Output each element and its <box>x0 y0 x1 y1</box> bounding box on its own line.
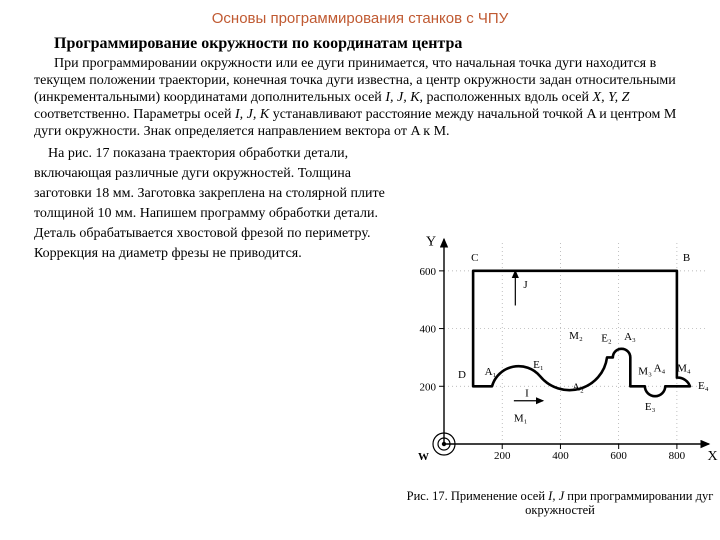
figure-17: 200 400 600 800 200 400 600 X Y W I J C B D A₁ E₁ A₂ M₁ M₂ E… <box>400 226 720 487</box>
figure-caption: Рис. 17. Применение осей I, J при програ… <box>400 489 720 518</box>
figure-svg: 200 400 600 800 200 400 600 X Y W I J C B D A₁ E₁ A₂ M₁ M₂ E… <box>400 226 720 482</box>
svg-text:M₃: M₃ <box>638 365 652 377</box>
page-title: Основы программирования станков с ЧПУ <box>0 0 720 31</box>
svg-text:Y: Y <box>426 234 436 249</box>
section-heading: Программирование окружности по координат… <box>0 31 720 55</box>
svg-text:E₄: E₄ <box>698 380 709 392</box>
svg-text:W: W <box>418 451 429 463</box>
svg-text:E₁: E₁ <box>533 359 544 371</box>
svg-text:B: B <box>683 252 690 264</box>
svg-text:E₃: E₃ <box>645 401 656 413</box>
svg-text:A₃: A₃ <box>624 331 636 343</box>
svg-text:D: D <box>458 369 466 381</box>
svg-text:M₁: M₁ <box>514 412 528 424</box>
svg-text:C: C <box>471 252 478 264</box>
paragraph-2-column: На рис. 17 показана траектория обработки… <box>34 144 412 263</box>
svg-text:200: 200 <box>494 450 511 462</box>
svg-text:800: 800 <box>669 450 686 462</box>
svg-text:M₂: M₂ <box>569 330 583 342</box>
paragraph-1: При программировании окружности или ее д… <box>0 55 720 140</box>
svg-text:J: J <box>523 279 528 291</box>
figure-block: 200 400 600 800 200 400 600 X Y W I J C B D A₁ E₁ A₂ M₁ M₂ E… <box>400 226 720 518</box>
svg-text:X: X <box>707 449 717 464</box>
svg-text:E₂: E₂ <box>601 332 612 344</box>
svg-text:A₂: A₂ <box>572 382 584 394</box>
svg-text:600: 600 <box>420 266 437 278</box>
svg-text:A₁: A₁ <box>485 366 497 378</box>
svg-text:I: I <box>525 388 529 400</box>
svg-text:400: 400 <box>420 324 437 336</box>
svg-text:600: 600 <box>610 450 627 462</box>
paragraph-2: На рис. 17 показана траектория обработки… <box>34 144 410 263</box>
svg-text:M₄: M₄ <box>677 363 691 375</box>
svg-text:200: 200 <box>420 381 437 393</box>
svg-text:400: 400 <box>552 450 569 462</box>
svg-text:A₄: A₄ <box>654 363 666 375</box>
